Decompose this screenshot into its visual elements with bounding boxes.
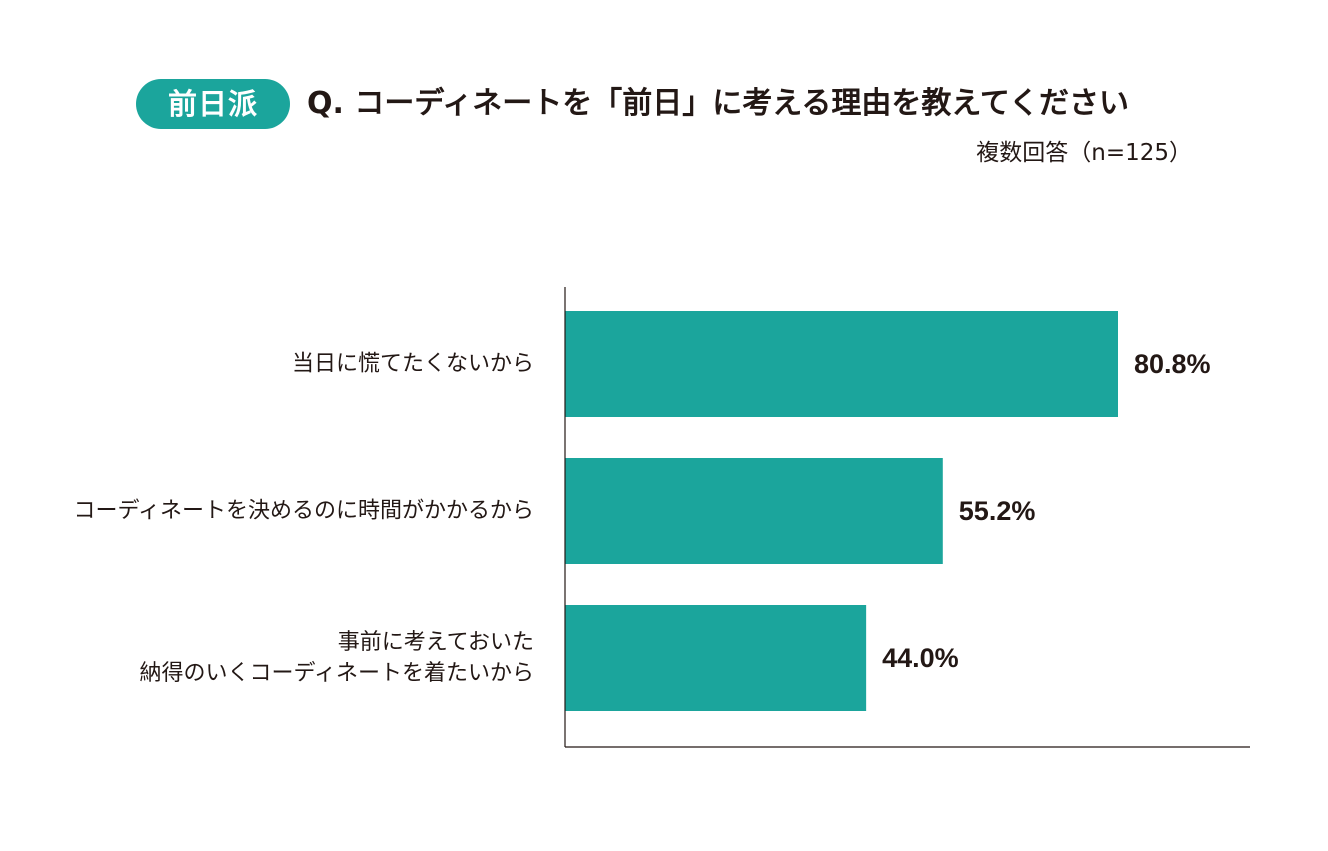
category-label-3: 事前に考えておいた納得のいくコーディネートを着たいから (140, 630, 534, 686)
bar-1 (565, 311, 1118, 417)
value-label-3: 44.0% (882, 643, 959, 673)
category-label-line: 当日に慌てたくないから (292, 352, 534, 377)
category-label-2: コーディネートを決めるのに時間がかかるから (74, 499, 534, 524)
value-label-1: 80.8% (1134, 349, 1211, 379)
value-labels: 80.8% 55.2% 44.0% (882, 349, 1210, 673)
chart-subtitle: 複数回答（n=125） (976, 140, 1192, 166)
category-label-1: 当日に慌てたくないから (292, 352, 534, 377)
value-label-2: 55.2% (959, 496, 1036, 526)
category-labels: 当日に慌てたくないからコーディネートを決めるのに時間がかかるから事前に考えておい… (74, 352, 534, 687)
chart-title: Q. コーディネートを「前日」に考える理由を教えてください (307, 86, 1129, 121)
category-label-line: コーディネートを決めるのに時間がかかるから (74, 499, 534, 524)
category-badge: 前日派 (136, 79, 290, 129)
bars-layer (565, 311, 1118, 711)
category-label-line: 納得のいくコーディネートを着たいから (140, 661, 534, 686)
bar-2 (565, 458, 943, 564)
category-label-line: 事前に考えておいた (338, 630, 534, 655)
bar-3 (565, 605, 867, 711)
